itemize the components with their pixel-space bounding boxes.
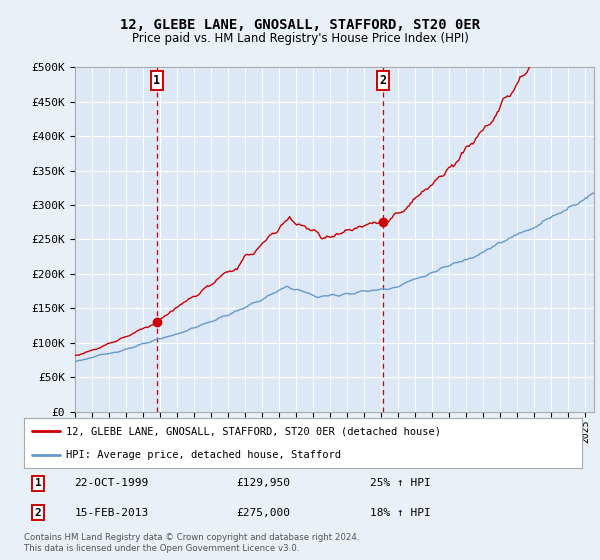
Text: Contains HM Land Registry data © Crown copyright and database right 2024.
This d: Contains HM Land Registry data © Crown c…: [24, 533, 359, 553]
Text: 1: 1: [153, 74, 160, 87]
Text: 18% ↑ HPI: 18% ↑ HPI: [370, 508, 431, 518]
Text: 2: 2: [35, 508, 41, 518]
Text: £129,950: £129,950: [236, 478, 290, 488]
Text: 15-FEB-2013: 15-FEB-2013: [74, 508, 148, 518]
Text: £275,000: £275,000: [236, 508, 290, 518]
Text: 12, GLEBE LANE, GNOSALL, STAFFORD, ST20 0ER: 12, GLEBE LANE, GNOSALL, STAFFORD, ST20 …: [120, 18, 480, 32]
Text: HPI: Average price, detached house, Stafford: HPI: Average price, detached house, Staf…: [66, 450, 341, 460]
Text: 22-OCT-1999: 22-OCT-1999: [74, 478, 148, 488]
Text: 1: 1: [35, 478, 41, 488]
Text: 2: 2: [380, 74, 387, 87]
Text: 12, GLEBE LANE, GNOSALL, STAFFORD, ST20 0ER (detached house): 12, GLEBE LANE, GNOSALL, STAFFORD, ST20 …: [66, 426, 441, 436]
Text: Price paid vs. HM Land Registry's House Price Index (HPI): Price paid vs. HM Land Registry's House …: [131, 32, 469, 45]
Text: 25% ↑ HPI: 25% ↑ HPI: [370, 478, 431, 488]
